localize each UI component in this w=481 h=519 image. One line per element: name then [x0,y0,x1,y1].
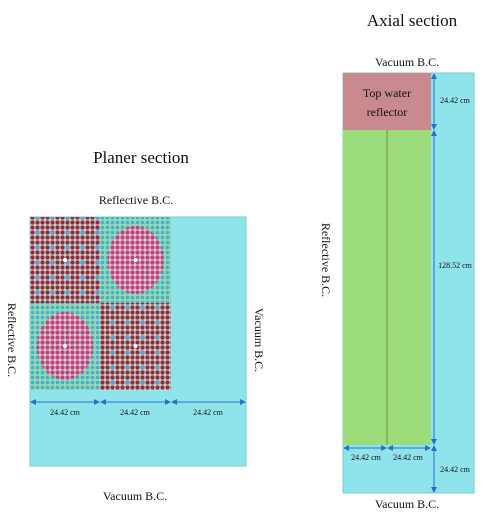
planer-bottom-label: Vacuum B.C. [103,489,167,503]
dimension-label: 128.52 cm [438,261,473,270]
reflector-label: reflector [367,105,408,119]
planer-top-label: Reflective B.C. [99,193,173,207]
assemblies [30,217,171,390]
dimension-label: 24.42 cm [440,465,471,474]
dimension-label: 24.42 cm [193,408,224,417]
dimension-label: 24.42 cm [351,453,382,462]
diagram: Planer section Reflective B.C. 24.42 cm … [0,0,481,514]
axial-title: Axial section [367,11,458,30]
dimension-label: 24.42 cm [440,96,471,105]
planer-right-label: Vacuum B.C. [252,308,266,372]
planer-left-label: Reflective B.C. [5,303,19,377]
axial-left-label: Reflective B.C. [319,223,333,297]
dimension-label: 24.42 cm [50,408,81,417]
axial-top-label: Vacuum B.C. [375,55,439,69]
axial-bottom-label: Vacuum B.C. [375,497,439,511]
reflector-label: Top water [363,86,411,100]
planer-title: Planer section [93,148,189,167]
top-reflector [343,73,431,130]
page: {"planer_section":{"title":"Planer secti… [0,0,481,514]
dimension-label: 24.42 cm [393,453,424,462]
dimension-label: 24.42 cm [120,408,151,417]
